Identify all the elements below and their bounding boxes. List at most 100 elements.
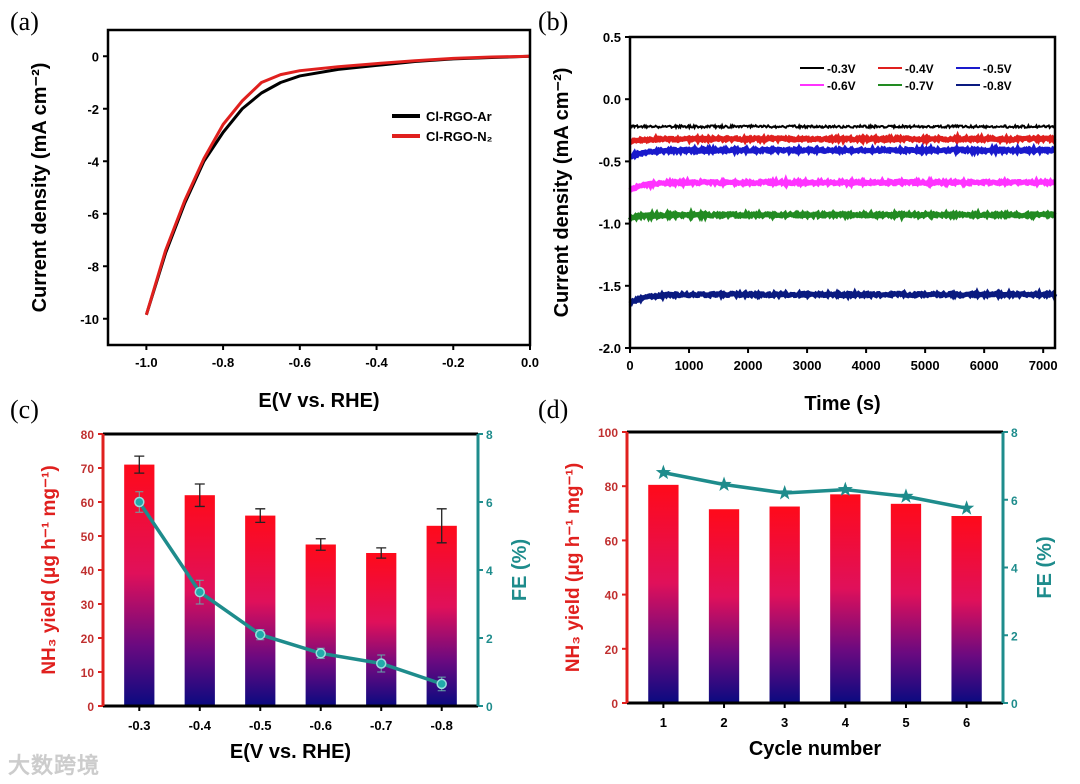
y-tick-label: 0.5	[603, 30, 621, 45]
y-tick-label: 0	[611, 697, 618, 711]
fe-marker-circle	[195, 588, 204, 597]
legend-label: -0.6V	[827, 79, 856, 93]
legend-label: -0.8V	[983, 79, 1012, 93]
y2-tick-label: 6	[1011, 494, 1018, 508]
x-axis-label: Time (s)	[804, 393, 880, 415]
series-line	[630, 138, 1055, 143]
legend-label: Cl-RGO-Ar	[426, 109, 492, 124]
x-tick-label: -1.0	[135, 355, 157, 370]
y-tick-label: 0	[87, 700, 94, 714]
y2-tick-label: 6	[486, 496, 493, 510]
y-tick-label: 30	[81, 598, 95, 612]
fe-marker-circle	[135, 498, 144, 507]
panel-b: (b) 0.5 0.0 -0.5 -1.0 -1.5 -2.0 0 1000 2000 3000 40…	[538, 7, 1058, 415]
y2-axis-label: FE (%)	[509, 539, 531, 601]
bar	[306, 545, 336, 707]
x-tick-label: 6000	[970, 358, 999, 373]
x-axis-label: Cycle number	[749, 738, 881, 760]
figure-canvas: (a) 0 -2 -4 -6 -8 -10 -1.0 -0.8 -0.6 -0.4 -0.2 0.0 E(…	[0, 0, 1080, 784]
panel-label: (a)	[10, 7, 39, 36]
x-tick-label: -0.7	[370, 718, 392, 733]
x-tick-label: 5000	[911, 358, 940, 373]
y-tick-label: -2	[87, 102, 99, 117]
x-tick-label: 2000	[734, 358, 763, 373]
fe-marker-circle	[256, 630, 265, 639]
x-tick-label: 1000	[675, 358, 704, 373]
series-line	[146, 56, 530, 315]
y-tick-label: 50	[81, 530, 95, 544]
x-tick-label: -0.3	[128, 718, 150, 733]
legend-label: -0.3V	[827, 62, 856, 76]
y2-tick-label: 0	[1011, 697, 1018, 711]
watermark: 大数跨境	[8, 748, 100, 780]
y-tick-label: 70	[81, 462, 95, 476]
y2-tick-label: 2	[1011, 629, 1018, 643]
y-tick-label: -10	[80, 312, 99, 327]
bar	[648, 485, 678, 703]
y-tick-label: -8	[87, 259, 99, 274]
x-tick-label: 0	[626, 358, 633, 373]
panel-label: (c)	[10, 395, 39, 424]
y-axis-label: Current density (mA cm⁻²)	[551, 68, 573, 318]
x-tick-label: -0.8	[212, 355, 234, 370]
bar	[709, 509, 739, 703]
series-line	[630, 149, 1055, 157]
x-tick-label: -0.5	[249, 718, 271, 733]
fe-marker-circle	[437, 679, 446, 688]
y2-tick-label: 8	[486, 428, 493, 442]
x-tick-label: 6	[963, 715, 970, 730]
y-tick-label: -1.0	[599, 217, 621, 232]
bar	[891, 504, 921, 703]
fe-marker-star	[777, 485, 792, 499]
series-line	[146, 56, 530, 315]
x-tick-label: 4000	[852, 358, 881, 373]
y-tick-label: 60	[605, 534, 619, 548]
y2-tick-label: 8	[1011, 426, 1018, 440]
x-tick-label: -0.8	[431, 718, 453, 733]
y-tick-label: 80	[605, 480, 619, 494]
series-line	[630, 181, 1055, 190]
x-tick-label: 1	[660, 715, 667, 730]
panel-label: (d)	[538, 395, 568, 424]
panel-label: (b)	[538, 7, 568, 36]
fe-marker-circle	[316, 649, 325, 658]
x-tick-label: 3	[781, 715, 788, 730]
panel-c: (c) 0 10 20 30 40 50 60 70 80 0 2 4 6 8 -0.3 -0.4 -0.5 -0.…	[10, 395, 531, 763]
x-tick-label: -0.4	[365, 355, 388, 370]
y-tick-label: 40	[605, 589, 619, 603]
y-tick-label: -4	[87, 154, 99, 169]
x-axis-label: E(V vs. RHE)	[258, 390, 379, 412]
x-tick-label: 3000	[793, 358, 822, 373]
bar	[951, 516, 981, 703]
y2-tick-label: 0	[486, 700, 493, 714]
y2-tick-label: 4	[486, 564, 493, 578]
y-tick-label: 20	[605, 643, 619, 657]
x-tick-label: 2	[720, 715, 727, 730]
y-tick-label: 100	[598, 426, 618, 440]
x-tick-label: -0.2	[442, 355, 464, 370]
x-tick-label: 5	[902, 715, 909, 730]
fe-marker-star	[838, 482, 853, 496]
fe-marker-star	[716, 477, 731, 491]
plot-frame	[108, 30, 530, 345]
x-tick-label: -0.4	[189, 718, 212, 733]
x-tick-label: 4	[842, 715, 850, 730]
x-tick-label: 0.0	[521, 355, 539, 370]
series-line	[630, 214, 1055, 219]
x-axis-label: E(V vs. RHE)	[230, 741, 351, 763]
y-tick-label: -1.5	[599, 279, 621, 294]
x-tick-label: 7000	[1029, 358, 1058, 373]
y-tick-label: 80	[81, 428, 95, 442]
y-tick-label: 40	[81, 564, 95, 578]
legend-label: -0.7V	[905, 79, 934, 93]
y-tick-label: 60	[81, 496, 95, 510]
y-axis-label: NH₃ yield (μg h⁻¹ mg⁻¹)	[563, 463, 584, 672]
legend-label: -0.4V	[905, 62, 934, 76]
series-line	[630, 125, 1055, 127]
bar	[245, 516, 275, 706]
y-tick-label: 0	[92, 49, 99, 64]
bar	[770, 507, 800, 703]
x-tick-label: -0.6	[310, 718, 332, 733]
y2-axis-label: FE (%)	[1034, 536, 1056, 598]
y-tick-label: -6	[87, 207, 99, 222]
